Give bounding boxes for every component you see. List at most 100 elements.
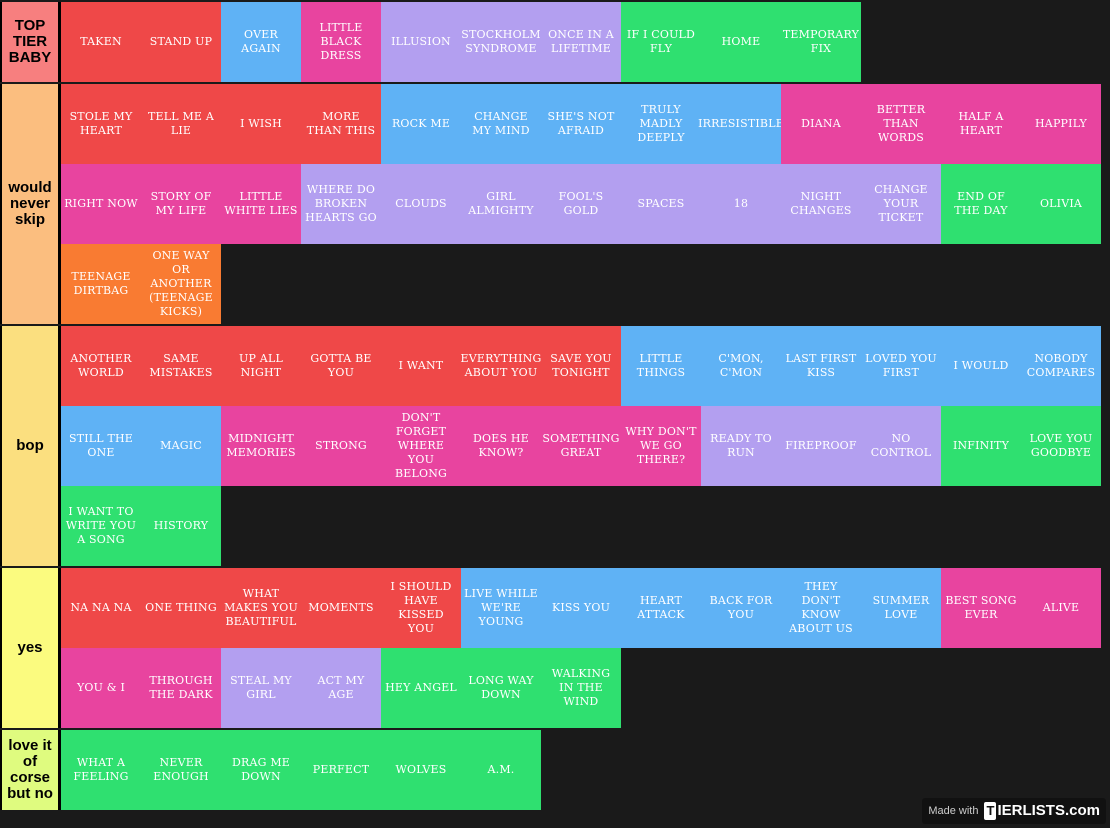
song-tile[interactable]: LONG WAY DOWN	[461, 648, 541, 728]
song-tile[interactable]: CHANGE MY MIND	[461, 84, 541, 164]
song-tile[interactable]: BETTER THAN WORDS	[861, 84, 941, 164]
song-tile[interactable]: ACT MY AGE	[301, 648, 381, 728]
song-tile[interactable]: MORE THAN THIS	[301, 84, 381, 164]
song-tile[interactable]: TEENAGE DIRTBAG	[61, 244, 141, 324]
song-tile[interactable]: OLIVIA	[1021, 164, 1101, 244]
song-tile[interactable]: MIDNIGHT MEMORIES	[221, 406, 301, 486]
tier-label[interactable]: TOP TIER BABY	[2, 2, 58, 82]
song-tile[interactable]: NO CONTROL	[861, 406, 941, 486]
song-tile[interactable]: IRRESISTIBLE	[698, 84, 784, 164]
song-tile[interactable]: DRAG ME DOWN	[221, 730, 301, 810]
song-tile[interactable]: SOMETHING GREAT	[541, 406, 621, 486]
song-tile[interactable]: INFINITY	[941, 406, 1021, 486]
song-tile[interactable]: BACK FOR YOU	[701, 568, 781, 648]
song-tile[interactable]: NA NA NA	[61, 568, 141, 648]
song-tile[interactable]: I WANT	[381, 326, 461, 406]
tier-label[interactable]: love it of corse but no	[2, 730, 58, 810]
song-tile[interactable]: SUMMER LOVE	[861, 568, 941, 648]
song-tile[interactable]: LIVE WHILE WE'RE YOUNG	[461, 568, 541, 648]
song-tile[interactable]: LITTLE BLACK DRESS	[301, 2, 381, 82]
song-tile[interactable]: ONCE IN A LIFETIME	[541, 2, 621, 82]
song-tile[interactable]: LAST FIRST KISS	[781, 326, 861, 406]
song-tile[interactable]: PERFECT	[301, 730, 381, 810]
song-tile[interactable]: STOCKHOLM SYNDROME	[461, 2, 541, 82]
song-tile[interactable]: STOLE MY HEART	[61, 84, 141, 164]
song-tile[interactable]: GIRL ALMIGHTY	[461, 164, 541, 244]
song-tile[interactable]: WHY DON'T WE GO THERE?	[621, 406, 701, 486]
song-tile[interactable]: TEMPORARY FIX	[781, 2, 861, 82]
song-tile[interactable]: SHE'S NOT AFRAID	[541, 84, 621, 164]
song-tile[interactable]: ANOTHER WORLD	[61, 326, 141, 406]
song-tile[interactable]: DIANA	[781, 84, 861, 164]
song-tile[interactable]: A.M.	[461, 730, 541, 810]
song-tile[interactable]: I WOULD	[941, 326, 1021, 406]
song-tile[interactable]: KISS YOU	[541, 568, 621, 648]
song-tile[interactable]: I WANT TO WRITE YOU A SONG	[61, 486, 141, 566]
song-tile[interactable]: UP ALL NIGHT	[221, 326, 301, 406]
song-tile[interactable]: THEY DON'T KNOW ABOUT US	[781, 568, 861, 648]
song-tile[interactable]: ILLUSION	[381, 2, 461, 82]
song-tile[interactable]: ONE THING	[141, 568, 221, 648]
song-tile[interactable]: OVER AGAIN	[221, 2, 301, 82]
song-tile[interactable]: THROUGH THE DARK	[141, 648, 221, 728]
song-tile[interactable]: I WISH	[221, 84, 301, 164]
song-tile[interactable]: MAGIC	[141, 406, 221, 486]
song-tile[interactable]: TAKEN	[61, 2, 141, 82]
song-tile[interactable]: HEART ATTACK	[621, 568, 701, 648]
song-tile[interactable]: SAME MISTAKES	[141, 326, 221, 406]
song-tile[interactable]: HISTORY	[141, 486, 221, 566]
song-tile[interactable]: WHERE DO BROKEN HEARTS GO	[301, 164, 381, 244]
song-tile[interactable]: WHAT A FEELING	[61, 730, 141, 810]
song-tile[interactable]: TELL ME A LIE	[141, 84, 221, 164]
song-tile[interactable]: WALKING IN THE WIND	[541, 648, 621, 728]
tier-label[interactable]: would never skip	[2, 84, 58, 324]
song-tile[interactable]: STAND UP	[141, 2, 221, 82]
song-tile[interactable]: NEVER ENOUGH	[141, 730, 221, 810]
song-tile[interactable]: GOTTA BE YOU	[301, 326, 381, 406]
tier-row: love it of corse but no WHAT A FEELING NEV…	[0, 730, 1110, 810]
song-tile[interactable]: LITTLE WHITE LIES	[221, 164, 301, 244]
song-tile[interactable]: 18	[701, 164, 781, 244]
song-tile[interactable]: STORY OF MY LIFE	[141, 164, 221, 244]
song-tile[interactable]: DON'T FORGET WHERE YOU BELONG	[381, 406, 461, 486]
song-tile[interactable]: HALF A HEART	[941, 84, 1021, 164]
song-tile[interactable]: SPACES	[621, 164, 701, 244]
song-tile[interactable]: WOLVES	[381, 730, 461, 810]
song-tile[interactable]: HEY ANGEL	[381, 648, 461, 728]
song-tile[interactable]: LOVE YOU GOODBYE	[1021, 406, 1101, 486]
song-tile[interactable]: RIGHT NOW	[61, 164, 141, 244]
song-tile[interactable]: MOMENTS	[301, 568, 381, 648]
tier-label[interactable]: bop	[2, 326, 58, 566]
song-tile[interactable]: SAVE YOU TONIGHT	[541, 326, 621, 406]
song-tile[interactable]: CHANGE YOUR TICKET	[861, 164, 941, 244]
song-tile[interactable]: TRULY MADLY DEEPLY	[621, 84, 701, 164]
song-tile[interactable]: C'MON, C'MON	[701, 326, 781, 406]
song-tile[interactable]: END OF THE DAY	[941, 164, 1021, 244]
song-tile[interactable]: STRONG	[301, 406, 381, 486]
song-tile[interactable]: STILL THE ONE	[61, 406, 141, 486]
song-tile[interactable]: ROCK ME	[381, 84, 461, 164]
song-tile[interactable]: EVERYTHING ABOUT YOU	[461, 326, 541, 406]
song-tile[interactable]: ALIVE	[1021, 568, 1101, 648]
song-tile[interactable]: LOVED YOU FIRST	[861, 326, 941, 406]
song-tile[interactable]: ONE WAY OR ANOTHER (TEENAGE KICKS)	[141, 244, 221, 324]
tierlists-logo-text: IERLISTS.com	[997, 802, 1100, 819]
tier-label[interactable]: yes	[2, 568, 58, 728]
song-tile[interactable]: BEST SONG EVER	[941, 568, 1021, 648]
song-tile[interactable]: FOOL'S GOLD	[541, 164, 621, 244]
song-tile[interactable]: WHAT MAKES YOU BEAUTIFUL	[221, 568, 301, 648]
tierlists-watermark[interactable]: Made with T IERLISTS.com	[922, 798, 1106, 824]
song-tile[interactable]: DOES HE KNOW?	[461, 406, 541, 486]
song-tile[interactable]: FIREPROOF	[781, 406, 861, 486]
song-tile[interactable]: NOBODY COMPARES	[1021, 326, 1101, 406]
song-tile[interactable]: NIGHT CHANGES	[781, 164, 861, 244]
song-tile[interactable]: HAPPILY	[1021, 84, 1101, 164]
song-tile[interactable]: IF I COULD FLY	[621, 2, 701, 82]
song-tile[interactable]: READY TO RUN	[701, 406, 781, 486]
song-tile[interactable]: YOU & I	[61, 648, 141, 728]
song-tile[interactable]: LITTLE THINGS	[621, 326, 701, 406]
song-tile[interactable]: CLOUDS	[381, 164, 461, 244]
song-tile[interactable]: STEAL MY GIRL	[221, 648, 301, 728]
song-tile[interactable]: I SHOULD HAVE KISSED YOU	[381, 568, 461, 648]
song-tile[interactable]: HOME	[701, 2, 781, 82]
